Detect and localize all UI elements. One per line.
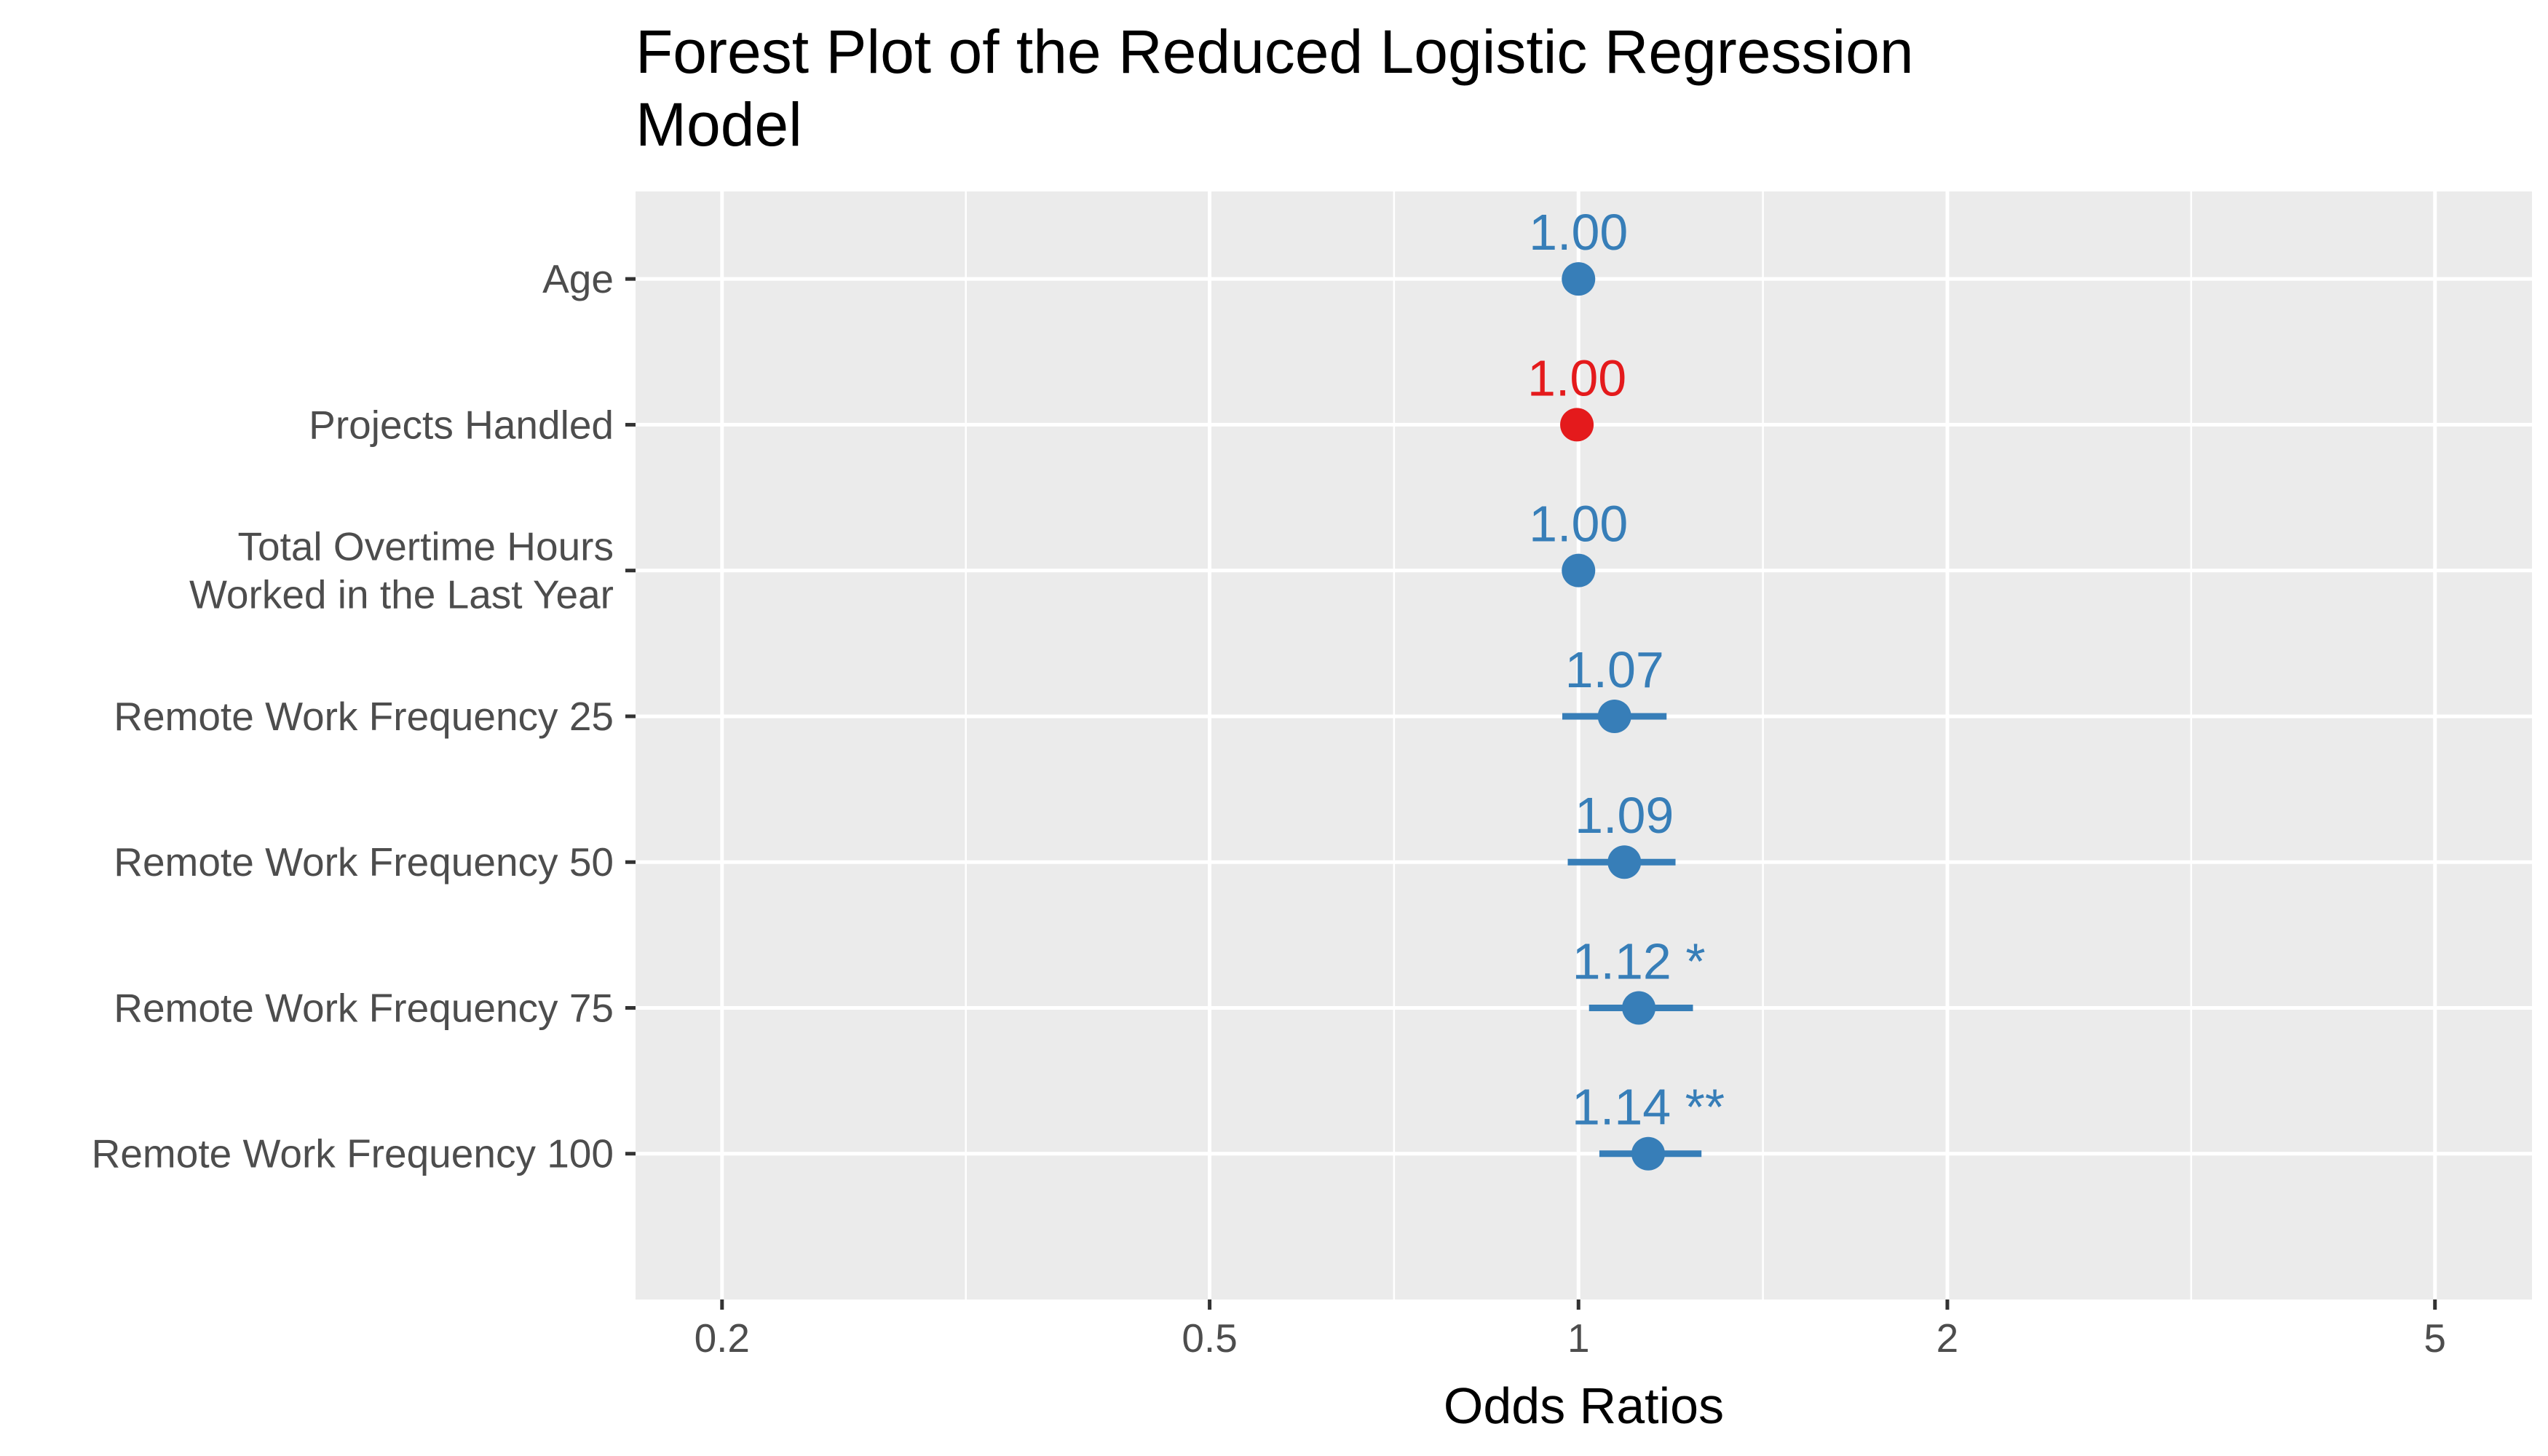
y-axis: Age Projects Handled Total Overtime Hours W… bbox=[92, 256, 636, 1176]
estimate-label: 1.14 ** bbox=[1572, 1079, 1725, 1136]
estimate-marks: 1.00 1.00 1.00 1.07 1.09 1.12 * 1.14 ** bbox=[1527, 204, 1725, 1171]
y-category-label: Remote Work Frequency 25 bbox=[114, 694, 614, 739]
estimate-label: 1.00 bbox=[1529, 496, 1628, 553]
y-category-label: Remote Work Frequency 75 bbox=[114, 985, 614, 1030]
estimate-label: 1.00 bbox=[1529, 204, 1628, 261]
chart-title-line-2: Model bbox=[636, 90, 802, 159]
x-tick-label: 0.5 bbox=[1182, 1315, 1237, 1361]
x-tick-label: 2 bbox=[1936, 1315, 1959, 1361]
x-axis-title: Odds Ratios bbox=[1444, 1377, 1724, 1434]
estimate-label: 1.12 * bbox=[1572, 933, 1706, 989]
x-tick-label: 5 bbox=[2424, 1315, 2446, 1361]
estimate-label: 1.09 bbox=[1575, 787, 1674, 844]
point-estimate bbox=[1597, 699, 1631, 733]
point-estimate bbox=[1622, 991, 1656, 1025]
y-category-label: Remote Work Frequency 100 bbox=[92, 1131, 614, 1176]
minor-gridlines bbox=[965, 191, 2193, 1299]
y-category-label: Age bbox=[542, 256, 614, 301]
y-category-label: Total Overtime Hours Worked in the Last Y… bbox=[189, 524, 614, 617]
point-estimate bbox=[1562, 553, 1596, 587]
point-estimate bbox=[1631, 1136, 1666, 1171]
x-axis: 0.2 0.5 1 2 5 bbox=[695, 1299, 2446, 1361]
x-tick-label: 0.2 bbox=[695, 1315, 750, 1361]
estimate-label: 1.00 bbox=[1527, 349, 1626, 406]
point-estimate bbox=[1562, 262, 1596, 296]
chart-title-line-1: Forest Plot of the Reduced Logistic Regr… bbox=[636, 17, 1914, 86]
estimate-label: 1.07 bbox=[1565, 641, 1664, 698]
point-estimate bbox=[1607, 845, 1642, 879]
y-category-label: Projects Handled bbox=[309, 402, 614, 447]
x-tick-label: 1 bbox=[1567, 1315, 1590, 1361]
plot-panel bbox=[636, 191, 2532, 1299]
y-category-label: Remote Work Frequency 50 bbox=[114, 839, 614, 885]
point-estimate bbox=[1560, 408, 1594, 442]
chart-title: Forest Plot of the Reduced Logistic Regr… bbox=[636, 17, 1931, 159]
